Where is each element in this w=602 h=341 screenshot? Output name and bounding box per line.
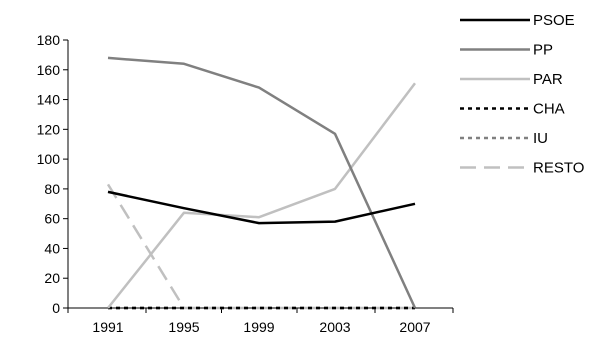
legend: PSOE PP PAR CHA IU RESTO xyxy=(460,12,584,177)
y-tick-label: 120 xyxy=(37,121,61,137)
series-layer xyxy=(106,56,417,310)
y-tick-label: 40 xyxy=(44,240,60,256)
series-line-resto xyxy=(106,183,415,310)
x-tick-label: 1991 xyxy=(92,319,123,335)
legend-label-resto: RESTO xyxy=(533,160,584,177)
y-tick-label: 80 xyxy=(44,181,60,197)
x-tick-label: 2003 xyxy=(319,319,350,335)
y-tick-label: 60 xyxy=(44,211,60,227)
legend-label-psoe: PSOE xyxy=(533,12,575,29)
y-tick-label: 160 xyxy=(37,62,61,78)
legend-label-iu: IU xyxy=(533,130,548,147)
y-tick-label: 100 xyxy=(37,151,61,167)
series-line-psoe xyxy=(107,190,416,225)
y-tick-label: 140 xyxy=(37,92,61,108)
legend-label-cha: CHA xyxy=(533,101,565,118)
series-line-pp xyxy=(107,56,417,309)
legend-label-pp: PP xyxy=(533,42,553,59)
y-tick-label: 0 xyxy=(52,300,60,316)
y-tick-label: 20 xyxy=(44,270,60,286)
legend-label-par: PAR xyxy=(533,71,563,88)
axes: 0 20 40 60 80 100 120 140 160 180 1991 1995 1999 2003… xyxy=(37,32,454,335)
series-line-par xyxy=(107,82,416,309)
x-tick-label: 1999 xyxy=(243,319,274,335)
x-tick-label: 2007 xyxy=(399,319,430,335)
y-tick-label: 180 xyxy=(37,32,61,48)
x-tick-label: 1995 xyxy=(168,319,199,335)
